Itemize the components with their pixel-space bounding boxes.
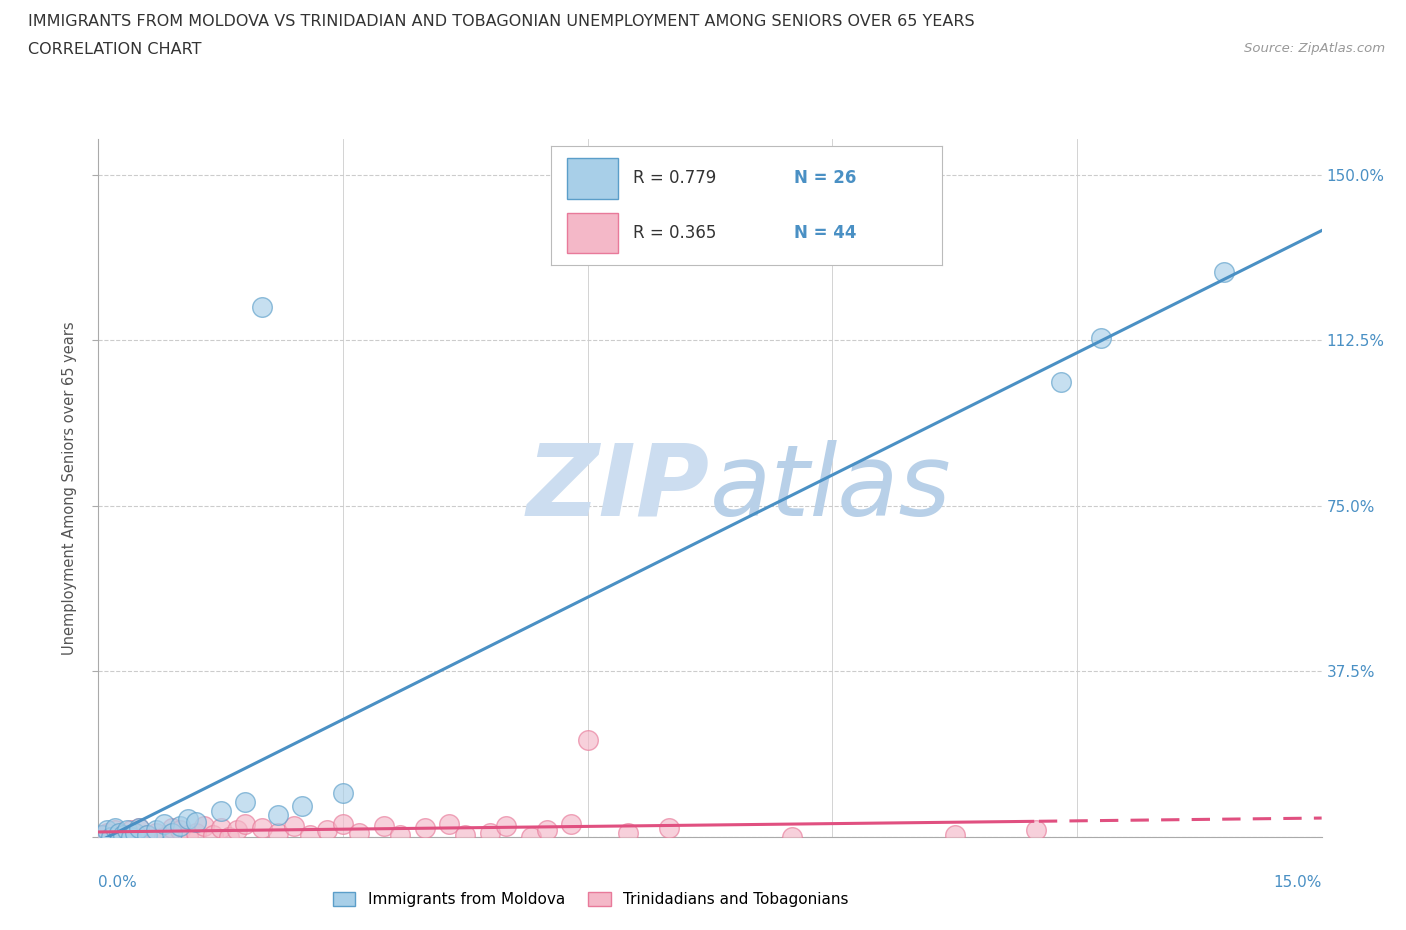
Point xyxy=(104,821,127,836)
Point xyxy=(315,823,337,838)
Point xyxy=(136,828,159,843)
Legend: Immigrants from Moldova, Trinidadians and Tobagonians: Immigrants from Moldova, Trinidadians an… xyxy=(326,885,855,913)
Point xyxy=(145,823,167,838)
Point xyxy=(943,828,966,843)
Point xyxy=(169,818,191,833)
Text: atlas: atlas xyxy=(710,440,952,537)
Point xyxy=(1090,331,1112,346)
Point xyxy=(250,821,273,836)
Point xyxy=(233,794,256,809)
Point xyxy=(299,828,322,843)
Point xyxy=(128,821,150,836)
Point xyxy=(267,825,290,840)
Point xyxy=(519,830,541,844)
Point xyxy=(291,799,314,814)
Text: 15.0%: 15.0% xyxy=(1274,875,1322,890)
Point xyxy=(617,825,640,840)
Point xyxy=(152,830,174,844)
Point xyxy=(267,807,290,822)
Point xyxy=(250,299,273,314)
Point xyxy=(413,821,436,836)
Point xyxy=(454,828,477,843)
Point xyxy=(91,828,114,843)
Text: 0.0%: 0.0% xyxy=(98,875,138,890)
Point xyxy=(160,825,183,840)
Point xyxy=(152,817,174,831)
Text: CORRELATION CHART: CORRELATION CHART xyxy=(28,42,201,57)
Point xyxy=(186,814,208,829)
Point xyxy=(120,830,142,844)
Point xyxy=(209,804,232,818)
Point xyxy=(332,817,354,831)
Point xyxy=(349,825,371,840)
Point xyxy=(332,786,354,801)
Point xyxy=(177,828,200,843)
Point xyxy=(218,830,240,844)
Point xyxy=(658,821,681,836)
Point xyxy=(201,828,224,843)
Point xyxy=(373,818,395,833)
Text: ZIP: ZIP xyxy=(527,440,710,537)
Point xyxy=(780,830,803,844)
Y-axis label: Unemployment Among Seniors over 65 years: Unemployment Among Seniors over 65 years xyxy=(62,322,77,655)
Point xyxy=(128,821,150,836)
Point xyxy=(100,830,122,844)
Point xyxy=(115,823,138,838)
Point xyxy=(1025,823,1047,838)
Point xyxy=(1049,375,1071,390)
Point xyxy=(111,830,134,844)
Point xyxy=(209,821,232,836)
Point xyxy=(136,828,159,843)
Point xyxy=(108,828,131,843)
Point xyxy=(193,818,215,833)
Point xyxy=(226,823,249,838)
Point xyxy=(576,733,599,748)
Point xyxy=(495,818,517,833)
Point xyxy=(560,817,582,831)
Point xyxy=(437,817,460,831)
Point xyxy=(91,828,114,843)
Text: Source: ZipAtlas.com: Source: ZipAtlas.com xyxy=(1244,42,1385,55)
Point xyxy=(186,825,208,840)
Point xyxy=(283,818,305,833)
Point xyxy=(111,828,134,843)
Text: IMMIGRANTS FROM MOLDOVA VS TRINIDADIAN AND TOBAGONIAN UNEMPLOYMENT AMONG SENIORS: IMMIGRANTS FROM MOLDOVA VS TRINIDADIAN A… xyxy=(28,14,974,29)
Point xyxy=(478,825,501,840)
Point xyxy=(96,825,118,840)
Point xyxy=(96,823,118,838)
Point xyxy=(1212,264,1234,279)
Point xyxy=(104,823,127,838)
Point xyxy=(389,828,412,843)
Point xyxy=(233,817,256,831)
Point xyxy=(169,823,191,838)
Point xyxy=(145,825,167,840)
Point xyxy=(536,823,558,838)
Point xyxy=(108,825,131,840)
Point xyxy=(124,825,146,840)
Point xyxy=(120,823,142,838)
Point xyxy=(177,812,200,827)
Point xyxy=(160,821,183,836)
Point xyxy=(100,830,122,844)
